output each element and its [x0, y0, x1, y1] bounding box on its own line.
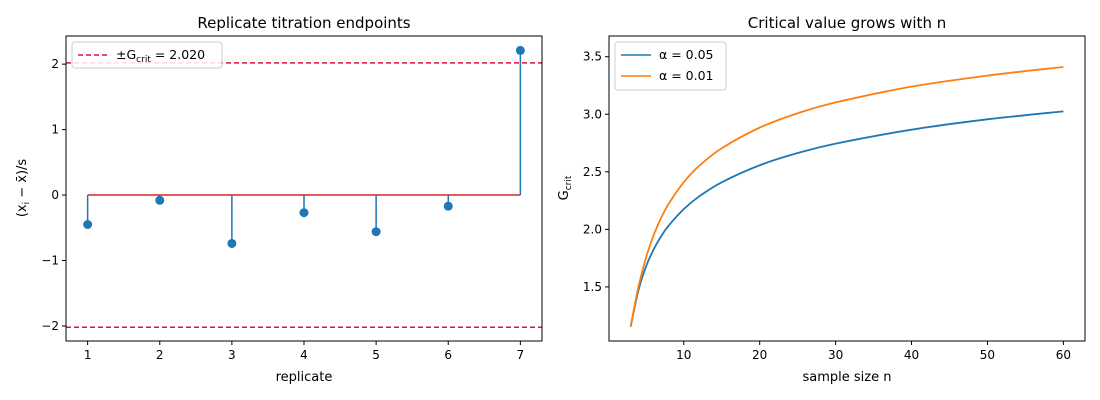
stem-x-tick-label-3: 3	[228, 348, 236, 362]
stem-plot-frame	[65, 35, 543, 342]
line-y-tick-label-0: 1.5	[583, 280, 602, 294]
line-x-axis-label: sample size n	[803, 370, 892, 385]
stem-y-axis-label: (xi − x̄)/s	[15, 159, 32, 218]
stem-x-axis-label: replicate	[276, 370, 333, 385]
line-x-tick-label-50: 50	[980, 348, 995, 362]
line-chart-title: Critical value grows with n	[748, 14, 946, 32]
stem-x-ticks: 1 2 3 4 5 6 7	[84, 341, 524, 362]
stem-x-tick-label-4: 4	[300, 348, 308, 362]
line-x-tick-label-10: 10	[676, 348, 691, 362]
stem-x-tick-label-2: 2	[156, 348, 164, 362]
line-legend-label-1: α = 0.01	[659, 68, 714, 83]
stem-legend: ±Gcrit = 2.020	[71, 41, 223, 69]
line-y-tick-label-4: 3.5	[583, 50, 602, 64]
line-y-tick-label-2: 2.5	[583, 165, 602, 179]
stem-marker-1	[83, 219, 93, 229]
line-y-tick-label-3: 3.0	[583, 107, 602, 121]
line-y-tick-label-1: 2.0	[583, 222, 602, 236]
stem-x-tick-label-7: 7	[517, 348, 525, 362]
stem-chart-title: Replicate titration endpoints	[197, 14, 410, 32]
stem-marker-5	[371, 227, 381, 237]
stem-chart-panel: Replicate titration endpoints 1 2 3 4 5 6 7 −2…	[15, 14, 543, 385]
line-x-tick-label-60: 60	[1056, 348, 1071, 362]
stem-x-tick-label-1: 1	[84, 348, 92, 362]
stem-plot-area	[66, 45, 542, 329]
stem-marker-3	[227, 238, 237, 248]
stem-legend-threshold-label: ±Gcrit = 2.020	[116, 47, 205, 65]
line-x-tick-label-20: 20	[752, 348, 767, 362]
stem-y-ticks: −2 −1 0 1 2	[41, 57, 66, 333]
stem-y-tick-label-3: 1	[51, 123, 59, 137]
line-legend: α = 0.05 α = 0.01	[614, 41, 727, 91]
stem-marker-2	[155, 195, 165, 205]
stem-marker-7	[515, 45, 525, 55]
line-y-axis-label: Gcrit	[557, 175, 574, 200]
line-chart-panel: Critical value grows with n 10 20 30 40 50 60…	[557, 14, 1086, 385]
stem-y-tick-label-2: 0	[51, 188, 59, 202]
line-y-ticks: 1.5 2.0 2.5 3.0 3.5	[583, 50, 609, 294]
line-x-tick-label-30: 30	[828, 348, 843, 362]
line-x-tick-label-40: 40	[904, 348, 919, 362]
line-legend-box	[614, 41, 727, 91]
series-line-1	[629, 66, 1064, 327]
line-x-ticks: 10 20 30 40 50 60	[676, 341, 1071, 362]
series-line-0	[629, 110, 1064, 328]
stem-y-tick-label-0: −2	[41, 319, 59, 333]
stem-y-tick-label-1: −1	[41, 253, 59, 267]
stem-legend-box	[71, 41, 223, 69]
line-plot-frame	[608, 35, 1086, 342]
stem-marker-6	[443, 201, 453, 211]
line-plot-area	[629, 66, 1064, 328]
stem-y-tick-label-4: 2	[51, 57, 59, 71]
stem-x-tick-label-5: 5	[372, 348, 380, 362]
stem-marker-4	[299, 208, 309, 218]
line-legend-label-0: α = 0.05	[659, 47, 714, 62]
stem-x-tick-label-6: 6	[444, 348, 452, 362]
